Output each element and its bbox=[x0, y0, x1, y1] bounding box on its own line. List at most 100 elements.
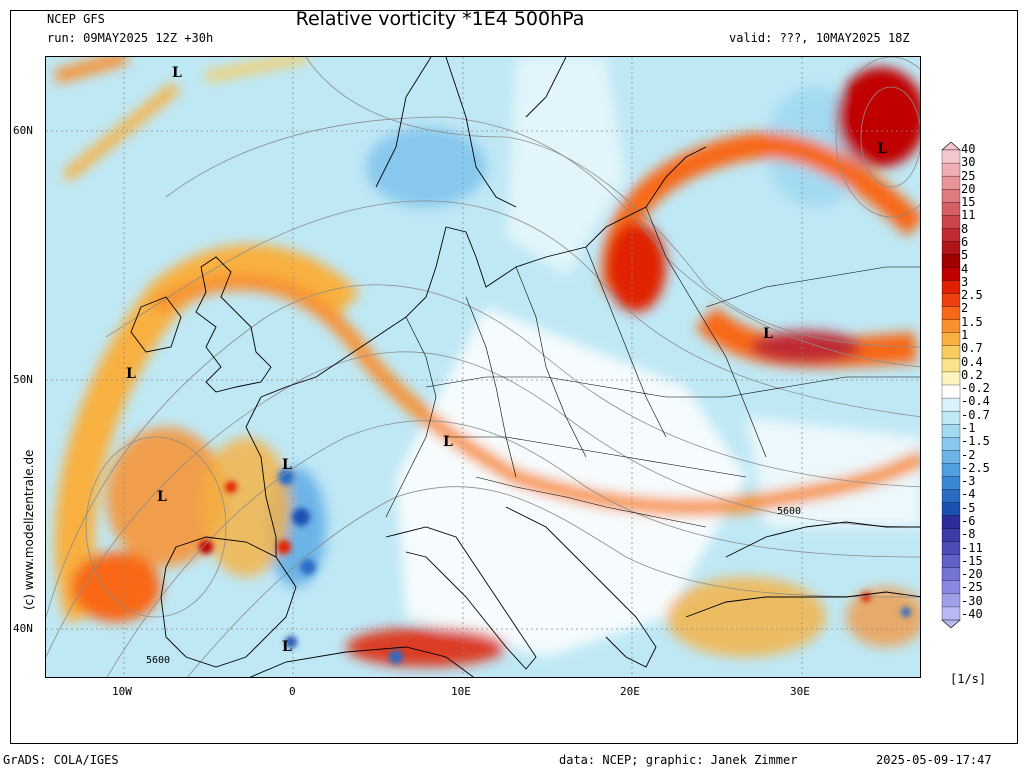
colorbar-tick-label: -25 bbox=[961, 580, 983, 595]
colorbar-tick-label: 25 bbox=[961, 168, 976, 183]
colorbar-block bbox=[941, 175, 961, 190]
colorbar-tick-label: 0.7 bbox=[961, 341, 983, 356]
low-pressure-marker: L bbox=[443, 434, 453, 450]
colorbar-block bbox=[941, 450, 961, 464]
colorbar-block bbox=[941, 371, 961, 386]
low-pressure-marker: L bbox=[282, 457, 292, 473]
colorbar-block bbox=[941, 280, 961, 295]
colorbar-unit: [1/s] bbox=[950, 672, 987, 686]
map-canvas bbox=[46, 57, 920, 677]
lon-label-30e: 30E bbox=[790, 685, 810, 698]
colorbar-block bbox=[941, 593, 961, 608]
colorbar-tick-label: 20 bbox=[961, 181, 976, 196]
low-pressure-marker: L bbox=[126, 366, 136, 382]
colorbar-block bbox=[941, 162, 961, 177]
colorbar-tick-label: -1.5 bbox=[961, 434, 990, 449]
country-borders bbox=[385, 206, 920, 528]
geopotential-contours bbox=[46, 57, 920, 677]
colorbar-block bbox=[941, 202, 961, 216]
colorbar-tick-label: 4 bbox=[961, 261, 969, 276]
colorbar-block bbox=[941, 345, 961, 360]
colorbar-tick-label: 1 bbox=[961, 328, 969, 342]
colorbar-tick-label: -30 bbox=[961, 593, 983, 608]
colorbar-tick-label: -0.4 bbox=[961, 394, 990, 409]
colorbar-tick-label: 11 bbox=[961, 208, 976, 223]
colorbar-tick-label: -20 bbox=[961, 567, 983, 582]
colorbar-block bbox=[941, 306, 961, 321]
colorbar-tick-label: 6 bbox=[961, 235, 969, 249]
colorbar-block bbox=[941, 424, 961, 438]
colorbar-block bbox=[941, 254, 961, 268]
colorbar-block bbox=[941, 267, 961, 282]
colorbar-block bbox=[941, 437, 961, 451]
colorbar-tick-label: 15 bbox=[961, 195, 976, 210]
colorbar-block bbox=[941, 319, 961, 334]
colorbar-bottom-arrow bbox=[941, 619, 961, 628]
low-pressure-marker: L bbox=[282, 639, 292, 655]
colorbar-block bbox=[941, 293, 961, 308]
colorbar-block bbox=[941, 515, 961, 530]
colorbar-tick-label: 40 bbox=[961, 142, 976, 156]
colorbar-tick-label: -40 bbox=[961, 607, 983, 621]
colorbar-block bbox=[941, 554, 961, 569]
colorbar-tick-label: -0.7 bbox=[961, 407, 990, 422]
colorbar-block bbox=[941, 228, 961, 242]
coastlines bbox=[130, 57, 920, 677]
valid-time: valid: ???, 10MAY2025 18Z bbox=[729, 31, 910, 45]
lat-lon-grid bbox=[46, 57, 920, 677]
run-info: run: 09MAY2025 12Z +30h bbox=[47, 31, 214, 45]
colorbar-tick-label: -4 bbox=[961, 487, 976, 502]
colorbar-block bbox=[941, 358, 961, 373]
colorbar-block bbox=[941, 189, 961, 203]
low-pressure-marker: L bbox=[763, 326, 773, 342]
contour-label: 5600 bbox=[777, 506, 802, 517]
colorbar-tick-label: 1.5 bbox=[961, 314, 983, 329]
contour-label: 5600 bbox=[146, 655, 171, 666]
vorticity-map bbox=[45, 56, 921, 678]
footer-date: 2025-05-09-17:47 bbox=[876, 753, 992, 767]
colorbar-block bbox=[941, 580, 961, 595]
map-title: Relative vorticity *1E4 500hPa bbox=[295, 8, 585, 30]
colorbar-tick-label: 2 bbox=[961, 301, 969, 316]
colorbar-tick-label: -0.2 bbox=[961, 381, 990, 396]
colorbar-block bbox=[941, 606, 961, 621]
colorbar-block bbox=[941, 502, 961, 517]
colorbar-block bbox=[941, 476, 961, 490]
model-name: NCEP GFS bbox=[47, 12, 105, 26]
low-pressure-marker: L bbox=[172, 65, 182, 81]
colorbar-tick-label: 0.2 bbox=[961, 367, 983, 382]
colorbar-block bbox=[941, 332, 961, 347]
lat-label-60n: 60N bbox=[13, 124, 33, 137]
plot-frame bbox=[10, 10, 1018, 744]
colorbar-top-arrow bbox=[941, 142, 961, 151]
lon-label-20e: 20E bbox=[620, 685, 640, 698]
colorbar-block bbox=[941, 397, 961, 412]
colorbar-tick-label: -2.5 bbox=[961, 460, 990, 475]
colorbar-tick-label: 0.4 bbox=[961, 354, 983, 369]
colorbar-tick-label: 8 bbox=[961, 221, 969, 236]
colorbar-tick-label: -5 bbox=[961, 500, 976, 515]
colorbar-block bbox=[941, 463, 961, 477]
colorbar-block bbox=[941, 541, 961, 556]
colorbar-tick-label: -6 bbox=[961, 514, 976, 528]
colorbar-tick-label: -15 bbox=[961, 553, 983, 568]
colorbar-block bbox=[941, 384, 961, 399]
colorbar-block bbox=[941, 567, 961, 582]
colorbar bbox=[941, 142, 961, 628]
colorbar-tick-label: -2 bbox=[961, 447, 976, 462]
footer-software: GrADS: COLA/IGES bbox=[3, 753, 119, 767]
colorbar-tick-label: 5 bbox=[961, 248, 969, 263]
low-pressure-marker: L bbox=[157, 489, 167, 505]
low-pressure-marker: L bbox=[877, 141, 887, 157]
lat-label-50n: 50N bbox=[13, 373, 33, 386]
colorbar-block bbox=[941, 149, 961, 164]
lat-label-40n: 40N bbox=[13, 622, 33, 635]
colorbar-tick-label: -8 bbox=[961, 527, 976, 542]
colorbar-block bbox=[941, 489, 961, 503]
colorbar-block bbox=[941, 241, 961, 255]
colorbar-blocks bbox=[941, 142, 961, 628]
colorbar-tick-label: -11 bbox=[961, 540, 983, 555]
vorticity-field bbox=[54, 57, 920, 667]
colorbar-block bbox=[941, 410, 961, 425]
lon-label-0: 0 bbox=[289, 685, 296, 698]
